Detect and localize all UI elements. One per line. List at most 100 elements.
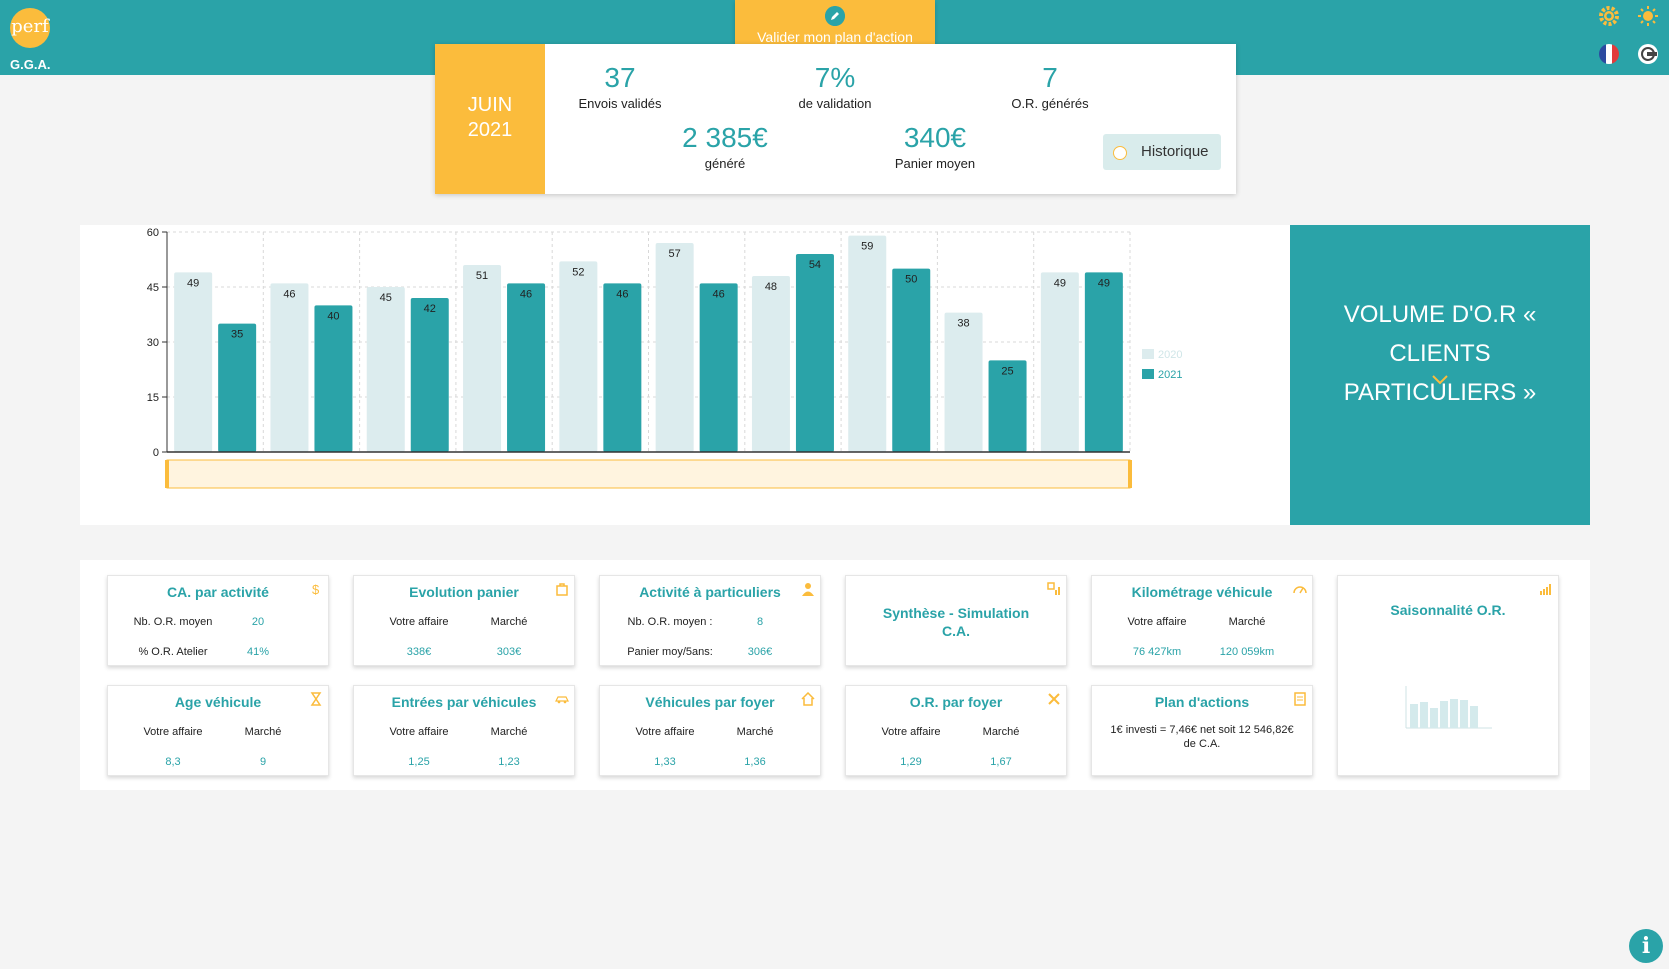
month-name: JUIN <box>467 94 513 116</box>
tile-title: CA. par activité <box>167 584 269 600</box>
tile-value: 338€ <box>406 646 432 658</box>
range-selector[interactable] <box>166 459 1131 489</box>
brightness-icon[interactable] <box>1637 5 1659 27</box>
tile-note: 1€ investi = 7,46€ net soit 12 546,82€ d… <box>1102 723 1302 751</box>
stat-or-generes: 7 O.R. générés <box>995 62 1105 111</box>
y-tick-label: 60 <box>147 227 159 239</box>
legend-label: 2020 <box>1158 349 1182 361</box>
tile-activite-particuliers[interactable]: Activité à particuliers Nb. O.R. moyen :… <box>599 575 821 666</box>
chart-title-panel[interactable]: VOLUME D'O.R « CLIENTS PARTICULIERS » <box>1290 225 1590 525</box>
logout-icon[interactable] <box>1637 43 1659 65</box>
y-tick-label: 30 <box>147 337 159 349</box>
month-block: JUIN 2021 <box>435 44 545 194</box>
tile-value: 8,3 <box>165 756 181 768</box>
bar-2021 <box>603 283 642 452</box>
bar-2020 <box>944 312 983 452</box>
chevron-down-icon[interactable] <box>1432 375 1448 385</box>
tile-title: Kilométrage véhicule <box>1131 584 1273 600</box>
bag-icon <box>556 583 568 596</box>
chart-panel-title: VOLUME D'O.R « CLIENTS PARTICULIERS » <box>1290 295 1590 412</box>
bar-value-label: 35 <box>231 329 243 341</box>
y-tick-label: 0 <box>153 447 159 459</box>
tile-or-par-foyer[interactable]: O.R. par foyer Votre affaire Marché 1,29… <box>845 685 1067 776</box>
tile-title: Plan d'actions <box>1154 694 1250 710</box>
tile-plan-actions[interactable]: Plan d'actions 1€ investi = 7,46€ net so… <box>1091 685 1313 776</box>
bar-2021 <box>892 268 931 452</box>
bar-value-label: 42 <box>424 303 436 315</box>
tile-col-header: Votre affaire <box>635 726 695 738</box>
tile-value: 1,33 <box>654 756 676 768</box>
tile-col-header: Marché <box>736 726 774 738</box>
bar-value-label: 40 <box>327 310 339 322</box>
bar-2020 <box>559 261 598 452</box>
tile-col-header: Votre affaire <box>143 726 203 738</box>
tile-row-value: 8 <box>756 616 764 628</box>
bar-2020 <box>463 265 502 452</box>
tile-ca-activite[interactable]: CA. par activité $ Nb. O.R. moyen 20 % O… <box>107 575 329 666</box>
tile-col-header: Votre affaire <box>1127 616 1187 628</box>
french-flag-icon[interactable] <box>1598 43 1620 65</box>
tile-entrees-vehicules[interactable]: Entrées par véhicules Votre affaire Marc… <box>353 685 575 776</box>
bar-value-label: 49 <box>187 277 199 289</box>
speedometer-icon <box>1293 586 1307 594</box>
stat-label: O.R. générés <box>1011 96 1089 111</box>
tile-value: 303€ <box>496 646 522 658</box>
chart-panel-title-line1: VOLUME D'O.R « CLIENTS <box>1343 301 1537 367</box>
bar-value-label: 25 <box>1001 365 1013 377</box>
stat-panier-moyen: 340€ Panier moyen <box>875 122 995 171</box>
company-name: G.G.A. <box>10 57 51 72</box>
tile-title: Age véhicule <box>174 694 262 710</box>
stat-genere: 2 385€ généré <box>665 122 785 171</box>
tile-row-value: 306€ <box>747 646 773 658</box>
stat-label: Envois validés <box>578 96 662 111</box>
tile-evolution-panier[interactable]: Evolution panier Votre affaire Marché 33… <box>353 575 575 666</box>
bar-value-label: 46 <box>713 288 725 300</box>
history-button[interactable]: Historique <box>1103 134 1221 170</box>
tile-title: Véhicules par foyer <box>645 694 775 710</box>
bar-2021 <box>314 305 353 452</box>
tile-row-value: 20 <box>251 616 265 628</box>
tile-title: Evolution panier <box>409 584 519 600</box>
tile-value: 1,23 <box>498 756 520 768</box>
tile-value: 9 <box>259 756 267 768</box>
pencil-icon <box>825 6 845 26</box>
tile-title: Entrées par véhicules <box>391 694 537 710</box>
bar-2021 <box>410 298 449 452</box>
tile-value: 1,36 <box>744 756 766 768</box>
tile-value: 120 059km <box>1219 646 1275 658</box>
tile-kilometrage-vehicule[interactable]: Kilométrage véhicule Votre affaire March… <box>1091 575 1313 666</box>
bar-value-label: 46 <box>520 288 532 300</box>
tile-value: 1,67 <box>990 756 1012 768</box>
legend-swatch <box>1142 349 1154 359</box>
tile-vehicules-foyer[interactable]: Véhicules par foyer Votre affaire Marché… <box>599 685 821 776</box>
month-year: 2021 <box>467 119 513 141</box>
tile-col-header: Votre affaire <box>389 616 449 628</box>
range-handle-right[interactable] <box>1128 460 1132 488</box>
tile-note-line1: 1€ investi = 7,46€ net soit 12 546,82€ <box>1110 724 1294 736</box>
tile-value: 1,29 <box>900 756 922 768</box>
tile-title-line1: Synthèse - Simulation <box>882 605 1030 621</box>
bar-2020 <box>848 235 887 452</box>
clock-icon <box>1113 146 1127 160</box>
perf-logo[interactable]: perf <box>10 8 50 48</box>
svg-text:$: $ <box>312 582 320 596</box>
bar-value-label: 49 <box>1054 277 1066 289</box>
tile-row-value: 41% <box>246 646 270 658</box>
info-button[interactable]: i <box>1629 929 1663 963</box>
tile-title: Saisonnalité O.R. <box>1390 602 1506 618</box>
legend-swatch <box>1142 369 1154 379</box>
bar-2020 <box>1040 272 1079 452</box>
tile-age-vehicule[interactable]: Age véhicule Votre affaire Marché 8,3 9 <box>107 685 329 776</box>
bar-value-label: 46 <box>616 288 628 300</box>
validate-action-plan-label: Valider mon plan d'action <box>757 29 913 45</box>
tile-row-label: Panier moy/5ans: <box>627 646 713 658</box>
bar-value-label: 54 <box>809 259 821 271</box>
range-handle-left[interactable] <box>165 460 169 488</box>
tile-saisonnalite-or[interactable]: Saisonnalité O.R. <box>1337 575 1559 776</box>
tile-synthese-simulation[interactable]: Synthèse - Simulation C.A. <box>845 575 1067 666</box>
settings-icon[interactable] <box>1598 5 1620 27</box>
bar-value-label: 59 <box>861 241 873 253</box>
tile-col-header: Marché <box>1228 616 1266 628</box>
tile-col-header: Votre affaire <box>389 726 449 738</box>
history-label: Historique <box>1141 143 1209 160</box>
